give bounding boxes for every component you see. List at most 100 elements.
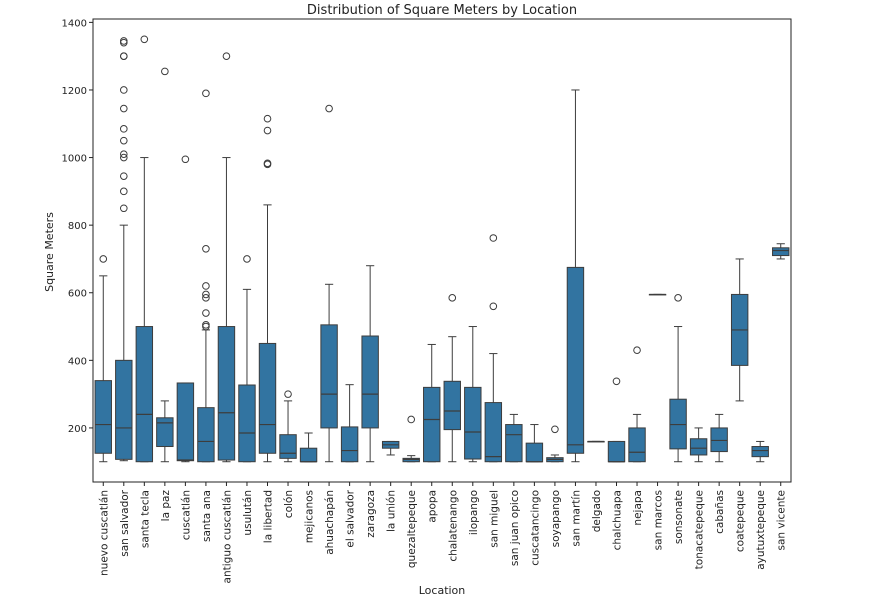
box-5 [197, 89, 215, 463]
x-tick-label: san martín [570, 490, 582, 547]
iqr-box [156, 417, 174, 448]
x-tick-label: soyapango [550, 490, 562, 547]
box-0 [94, 255, 112, 463]
outlier-point [284, 390, 292, 398]
outlier-point [263, 159, 272, 168]
outlier-point [202, 321, 210, 329]
outlier-point [119, 187, 128, 196]
x-tick-label: el salvador [345, 489, 357, 547]
outlier-point [202, 89, 210, 98]
outlier-point [119, 172, 128, 180]
x-tick-label: san vicente [776, 490, 788, 551]
y-tick-label: 600 [68, 289, 87, 300]
outlier-point [119, 153, 128, 162]
outlier-point [489, 234, 498, 242]
outlier-point [325, 104, 333, 113]
outlier-point [181, 155, 190, 164]
chart-title: Distribution of Square Meters by Locatio… [307, 3, 577, 18]
outlier-point [633, 346, 641, 354]
outlier-point [243, 255, 251, 263]
outlier-point [119, 136, 128, 145]
box-32 [751, 440, 769, 463]
x-axis: nuevo cuscatlán san salvador santa tecla la… [98, 482, 788, 583]
outlier-point [119, 86, 128, 94]
x-tick-label: cuscatancingo [529, 490, 541, 566]
outlier-point [674, 294, 682, 302]
box-21 [525, 424, 544, 463]
iqr-box [607, 440, 626, 463]
x-tick-label: san marcos [653, 490, 665, 550]
iqr-box [320, 324, 338, 429]
x-tick-label: usulután [242, 490, 254, 536]
box-31 [730, 258, 749, 402]
iqr-box [772, 247, 790, 257]
box-10 [299, 432, 318, 463]
x-tick-label: chalchuapa [612, 490, 624, 550]
x-tick-label: santa tecla [139, 490, 151, 548]
outlier-point [119, 104, 128, 113]
x-tick-label: nejapa [632, 490, 644, 526]
box-1 [115, 37, 133, 462]
outlier-point [119, 150, 128, 158]
x-tick-label: ahuachapán [324, 490, 336, 555]
x-tick-label: san juan opico [509, 490, 521, 566]
x-tick-label: mejicanos [304, 490, 316, 543]
outlier-point [448, 294, 457, 302]
box-17 [443, 294, 461, 463]
x-tick-label: cuscatlán [180, 490, 192, 540]
outlier-point [489, 302, 498, 311]
box-30 [710, 413, 728, 463]
outlier-point [551, 425, 559, 434]
y-tick-label: 1000 [62, 154, 87, 165]
x-tick-label: antiguo cuscatlán [221, 490, 233, 583]
box-27 [648, 293, 667, 296]
x-axis-label: Location [419, 584, 466, 597]
box-26 [628, 346, 646, 463]
iqr-box [505, 424, 523, 463]
x-tick-label: ayutuxtepeque [755, 490, 767, 570]
box-19 [484, 234, 503, 463]
x-tick-label: delgado [591, 490, 603, 532]
outlier-point [119, 37, 128, 45]
outlier-point [263, 126, 272, 135]
box-8 [258, 114, 277, 463]
box-11 [320, 104, 338, 463]
iqr-box [689, 438, 708, 456]
y-tick-label: 200 [68, 424, 87, 435]
iqr-box [135, 326, 154, 463]
plot-frame [92, 18, 792, 483]
iqr-box [279, 434, 297, 459]
iqr-box [299, 447, 318, 463]
x-tick-label: santa ana [201, 490, 213, 542]
outlier-point [119, 204, 128, 213]
y-tick-label: 1400 [62, 18, 87, 29]
x-tick-label: colón [283, 490, 295, 518]
x-tick-label: san salvador [119, 489, 131, 556]
outlier-point [202, 309, 210, 317]
outlier-point [119, 125, 128, 133]
iqr-box [751, 446, 769, 458]
box-29 [689, 427, 708, 463]
x-tick-label: ilopango [468, 490, 480, 535]
box-3 [156, 67, 174, 463]
y-tick-label: 1200 [62, 86, 87, 97]
outlier-point [202, 290, 210, 299]
outlier-point [202, 282, 210, 290]
outlier-point [161, 67, 169, 76]
box-18 [464, 326, 482, 463]
iqr-box [217, 326, 236, 461]
box-28 [669, 294, 687, 463]
iqr-box [710, 427, 728, 453]
iqr-box [464, 386, 482, 460]
x-tick-label: la unión [386, 490, 398, 532]
box-33 [772, 243, 790, 260]
y-axis: 200 400 600 800 1000 1200 1400 [62, 18, 93, 435]
iqr-box [628, 427, 646, 463]
boxes-group [94, 35, 790, 463]
iqr-box [258, 342, 277, 454]
box-20 [505, 413, 523, 463]
x-tick-label: nuevo cuscatlán [98, 490, 110, 576]
x-tick-label: apopa [427, 490, 439, 523]
iqr-box [238, 384, 256, 463]
box-15 [402, 415, 420, 463]
